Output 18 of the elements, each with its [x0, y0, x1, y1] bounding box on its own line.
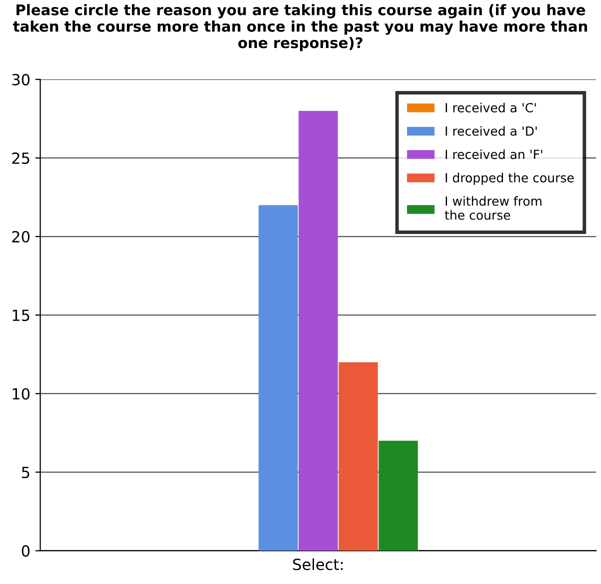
chart-title: Please circle the reason you are taking this course again (if you have taken the course more than once in the past you may have more than one response)? — [13, 4, 588, 52]
y-tick-label: 15 — [12, 310, 30, 322]
x-axis-title: Select: — [293, 558, 343, 570]
bar — [258, 205, 298, 551]
legend-label: I received an 'F' — [446, 149, 542, 160]
y-tick-label: 10 — [12, 388, 30, 400]
y-tick-label: 0 — [22, 545, 30, 557]
legend-label: I dropped the course — [446, 172, 574, 185]
legend-label: I withdrew from the course — [444, 196, 542, 220]
y-tick-label: 25 — [12, 152, 30, 164]
y-tick-label: 20 — [12, 230, 30, 243]
y-tick-label: 30 — [12, 74, 30, 86]
legend-label: I received a 'C' — [446, 102, 536, 112]
bar — [338, 362, 378, 551]
y-tick-label: 5 — [22, 466, 30, 478]
legend-label: I received a 'D' — [446, 126, 537, 136]
bar — [298, 110, 338, 551]
bar — [378, 440, 418, 551]
